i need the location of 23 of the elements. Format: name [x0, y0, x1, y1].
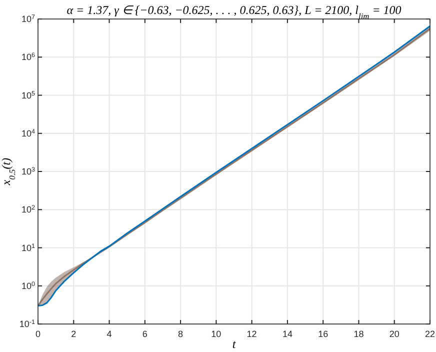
x-tick-label: 8 [178, 329, 184, 339]
x-tick-label: 18 [354, 329, 364, 339]
x-tick-label: 10 [211, 329, 222, 339]
y-tick-label: 10$^{7}$ [21, 14, 36, 24]
y-tick-label: 10$^{1}$ [21, 242, 36, 253]
y-tick-label: 10$^{0}$ [21, 280, 36, 291]
x-tick-label: 12 [246, 329, 257, 339]
y-tick-label: 10$^{2}$ [21, 204, 36, 215]
x-tick-label: 16 [318, 329, 328, 339]
x-tick-label: 4 [106, 329, 112, 339]
x-tick-label: 20 [389, 329, 400, 339]
x-tick-label: 0 [35, 329, 41, 339]
y-tick-label: 10$^{-1}$ [19, 318, 36, 329]
y-tick-label: 10$^{6}$ [21, 52, 36, 62]
x-tick-label: 2 [71, 329, 76, 339]
x-axis-title: t [232, 337, 236, 351]
x-tick-label: 14 [282, 329, 292, 339]
x-tick-label: 22 [424, 329, 436, 339]
chart-title: α = 1.37, γ ∈ {−0.63, −0.625, . . . , 0.625, 0.63}, L = 2100, l$_{lim}$ = 100 [66, 3, 402, 20]
y-tick-label: 10$^{3}$ [21, 166, 36, 176]
y-tick-label: 10$^{5}$ [21, 90, 36, 100]
y-tick-label: 10$^{4}$ [21, 128, 36, 138]
x-tick-label: 6 [142, 329, 148, 339]
